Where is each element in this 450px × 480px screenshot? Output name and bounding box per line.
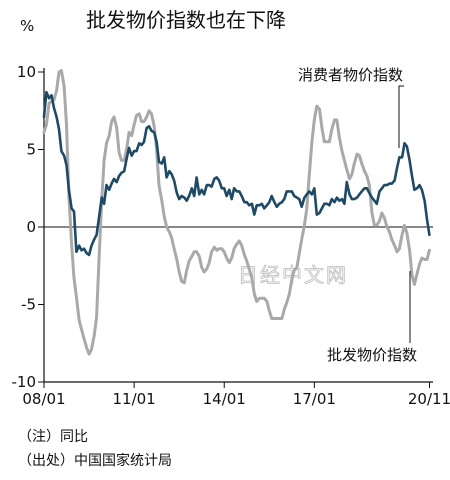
y-tick-label: -10: [12, 373, 37, 391]
x-tick-label: 08/01: [22, 390, 65, 408]
series-line-ppi: [42, 69, 431, 356]
x-tick-label: 11/01: [112, 390, 155, 408]
annotation-cpi: 消费者物价指数: [298, 66, 403, 84]
y-tick-label: 10: [17, 63, 36, 81]
y-axis-ticks: 10 5 0 -5 -10: [12, 63, 44, 391]
x-axis-ticks: 08/01 11/01 14/01 17/01 20/11: [22, 382, 450, 408]
y-tick-label: 0: [26, 218, 36, 236]
x-tick-label: 17/01: [293, 390, 336, 408]
annotation-ppi: 批发物价指数: [327, 346, 417, 364]
y-unit-label: %: [20, 17, 34, 35]
series-line-cpi: [42, 90, 431, 257]
y-tick-label: -5: [21, 296, 36, 314]
note-line-2: （出处）中国国家统计局: [18, 452, 172, 469]
chart-title: 批发物价指数也在下降: [86, 8, 286, 32]
annotation-leader-cpi: [398, 85, 404, 148]
y-tick-label: 5: [26, 141, 36, 159]
series-layer: [42, 69, 431, 356]
x-tick-label: 20/11: [408, 390, 450, 408]
x-tick-label: 14/01: [203, 390, 246, 408]
note-line-1: （注）同比: [18, 429, 88, 445]
